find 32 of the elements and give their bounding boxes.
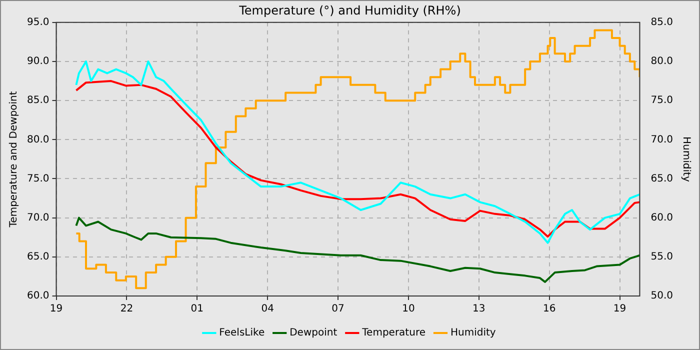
y-tick-label: 75.0	[27, 173, 50, 184]
legend-label: FeelsLike	[219, 328, 265, 339]
x-tick-label: 19	[50, 304, 63, 315]
x-tick-label: 07	[332, 304, 344, 315]
y2-tick-label: 85.0	[650, 16, 673, 28]
legend-label: Dewpoint	[290, 328, 338, 339]
y-tick-label: 80.0	[27, 134, 50, 146]
legend-label: Humidity	[450, 328, 496, 339]
x-tick-label: 10	[402, 304, 415, 315]
y-tick-label: 85.0	[27, 95, 50, 106]
x-tick-label: 13	[472, 304, 486, 315]
chart-title: Temperature (°) and Humidity (RH%)	[238, 3, 461, 18]
y-tick-label: 90.0	[27, 56, 50, 68]
y-tick-label: 70.0	[27, 212, 50, 224]
x-tick-label: 01	[190, 304, 204, 315]
y-tick-label: 60.0	[27, 290, 50, 302]
x-tick-label: 22	[120, 304, 134, 315]
y-tick-label: 65.0	[27, 252, 50, 263]
y-axis-title: Temperature and Dewpoint	[8, 91, 20, 228]
y2-axis-title: Humidity	[680, 136, 692, 182]
y2-tick-label: 65.0	[650, 173, 673, 184]
y-tick-label: 95.0	[27, 16, 50, 28]
x-tick-label: 16	[542, 304, 556, 315]
x-tick-label: 04	[261, 304, 274, 315]
legend-label: Temperature	[361, 328, 426, 339]
x-tick-label: 19	[613, 304, 626, 315]
y2-tick-label: 60.0	[650, 212, 673, 224]
y2-tick-label: 80.0	[650, 56, 673, 68]
y2-tick-label: 70.0	[650, 134, 673, 146]
y2-tick-label: 55.0	[650, 252, 673, 263]
y2-tick-label: 75.0	[650, 95, 673, 106]
y2-tick-label: 50.0	[650, 290, 673, 302]
